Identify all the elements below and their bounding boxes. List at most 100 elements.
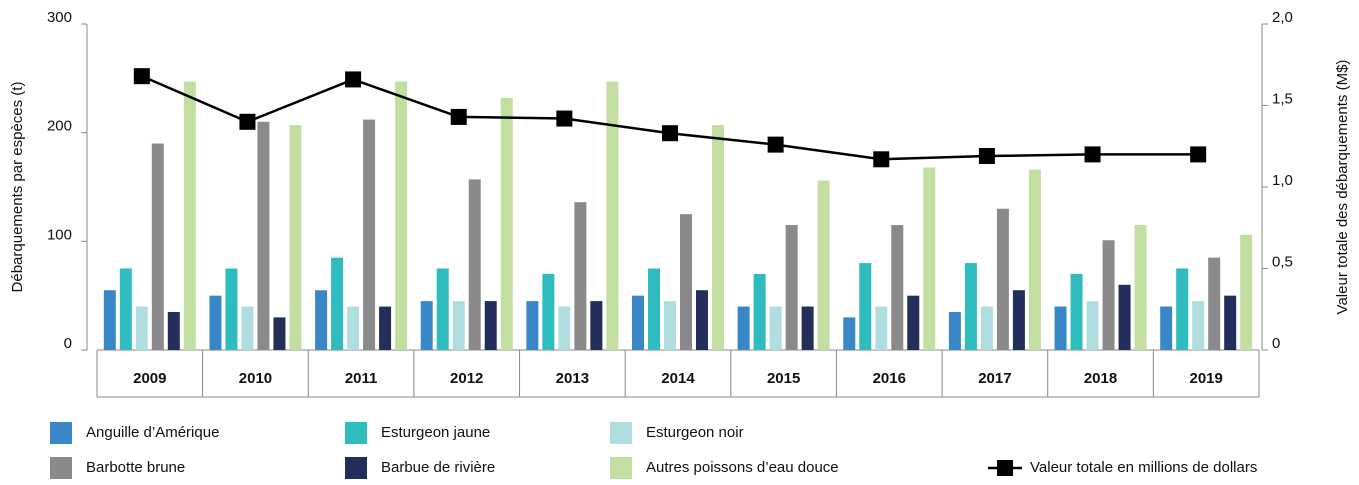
bar (347, 306, 360, 350)
y2-tick-label: 1,5 (1272, 90, 1293, 107)
y-axis-label: Débarquements par espèces (t) (9, 82, 26, 293)
x-tick-label: 2015 (767, 370, 800, 387)
bar (331, 257, 344, 350)
bar (1240, 234, 1253, 350)
legend-label: Autres poissons d’eau douce (646, 459, 839, 476)
line-marker (556, 110, 573, 127)
line-marker (873, 151, 890, 168)
bar (737, 306, 750, 350)
x-tick-label: 2018 (1084, 370, 1117, 387)
bar (1134, 225, 1147, 350)
bar (452, 301, 465, 350)
y-tick-label: 300 (47, 9, 72, 26)
bar (769, 306, 782, 350)
legend-label: Esturgeon noir (646, 424, 744, 441)
bar (119, 268, 132, 350)
y-tick-label: 100 (47, 226, 72, 243)
bar (1028, 169, 1041, 350)
legend-marker (997, 460, 1013, 476)
y2-tick-label: 2,0 (1272, 9, 1293, 26)
bar (632, 295, 644, 350)
bar (1192, 301, 1205, 350)
line-marker (978, 148, 995, 165)
bar (680, 214, 692, 350)
bar (484, 301, 497, 350)
y2-axis-label: Valeur totale des débarquements (M$) (1334, 60, 1351, 315)
x-tick-label: 2010 (239, 370, 272, 387)
y2-tick-label: 1,0 (1272, 172, 1293, 189)
bar (436, 268, 449, 350)
bar (801, 306, 814, 350)
bar (606, 81, 619, 351)
bar (664, 301, 676, 350)
legend-swatch (345, 422, 367, 444)
y2-tick-label: 0 (1272, 335, 1280, 352)
bar (817, 180, 830, 350)
bar (753, 273, 766, 350)
bar (1208, 257, 1221, 350)
bar (542, 273, 555, 350)
bar (241, 306, 254, 350)
legend-label: Valeur totale en millions de dollars (1030, 459, 1257, 476)
bar (209, 295, 222, 350)
line-marker (450, 108, 467, 125)
bar (167, 311, 180, 350)
bar (558, 306, 571, 350)
bar (696, 290, 708, 350)
bar (257, 121, 270, 350)
bar (315, 290, 328, 350)
x-tick-label: 2019 (1189, 370, 1222, 387)
bar (712, 125, 724, 350)
bar (785, 225, 798, 350)
legend-swatch (50, 422, 72, 444)
bar (1054, 306, 1067, 350)
bar (1176, 268, 1189, 350)
legend-label: Anguille d’Amérique (86, 424, 219, 441)
bar (183, 81, 196, 351)
bar (363, 119, 376, 350)
bar (574, 202, 587, 350)
bar (1224, 295, 1237, 350)
legend-swatch (610, 457, 632, 479)
bar (1160, 306, 1173, 350)
x-tick-label: 2012 (450, 370, 483, 387)
legend-swatch (50, 457, 72, 479)
bar (395, 81, 408, 351)
legend-label: Esturgeon jaune (381, 424, 490, 441)
line-marker (662, 125, 678, 142)
line-marker (133, 68, 150, 85)
line-marker (345, 71, 362, 88)
x-tick-label: 2013 (556, 370, 589, 387)
bar (859, 263, 872, 350)
bar (379, 306, 392, 350)
x-tick-label: 2011 (345, 370, 378, 387)
bar (468, 179, 481, 350)
line-marker (1084, 146, 1101, 163)
bar (273, 317, 286, 350)
x-tick-label: 2017 (978, 370, 1011, 387)
bar (923, 167, 936, 350)
y-tick-label: 0 (64, 335, 72, 352)
y2-tick-label: 0,5 (1272, 253, 1293, 270)
bar (225, 268, 238, 350)
bar (289, 125, 302, 350)
x-tick-label: 2014 (661, 370, 695, 387)
legend-swatch (345, 457, 367, 479)
legend-swatch (610, 422, 632, 444)
bar (948, 311, 961, 350)
line-marker (767, 136, 784, 153)
x-tick-label: 2016 (873, 370, 906, 387)
legend-label: Barbue de rivière (381, 459, 495, 476)
bar (875, 306, 888, 350)
bar (1118, 284, 1131, 350)
bar (907, 295, 920, 350)
bar (135, 306, 148, 350)
bar (420, 301, 433, 350)
line-marker (1190, 146, 1207, 163)
y-tick-label: 200 (47, 118, 72, 135)
bar (1086, 301, 1099, 350)
bar (996, 208, 1009, 350)
bar (1070, 273, 1083, 350)
legend-label: Barbotte brune (86, 459, 185, 476)
